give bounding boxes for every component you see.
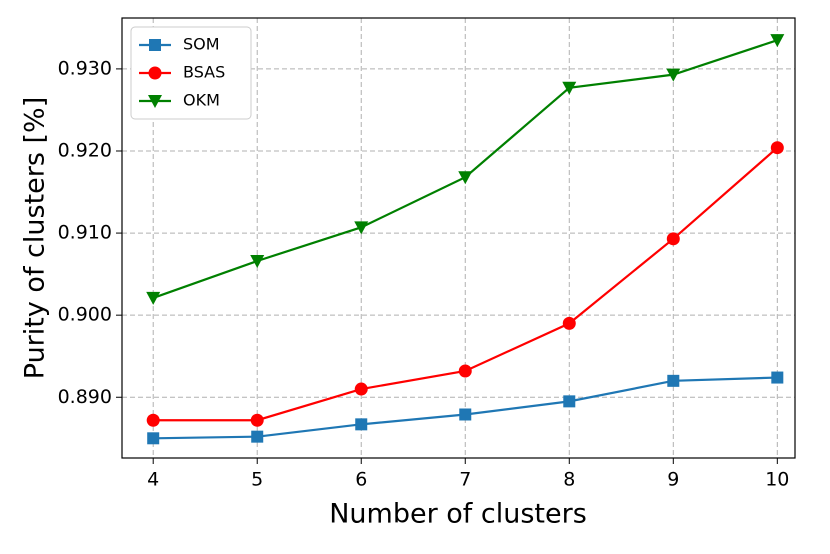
- x-axis-label: Number of clusters: [329, 499, 587, 530]
- plot-frame: [121, 17, 796, 459]
- marker: [770, 141, 784, 155]
- marker: [771, 371, 784, 384]
- marker: [562, 81, 577, 95]
- marker: [146, 413, 160, 427]
- y-axis-label: Purity of clusters [%]: [20, 97, 51, 379]
- x-tick-label: 10: [765, 469, 789, 491]
- y-tick-label: 0.910: [58, 222, 112, 244]
- marker: [666, 232, 680, 246]
- marker: [459, 408, 472, 421]
- y-tick-label: 0.890: [58, 386, 112, 408]
- marker: [148, 66, 162, 80]
- marker: [251, 430, 264, 443]
- legend-label: BSAS: [183, 63, 225, 82]
- marker: [148, 95, 162, 108]
- x-tick-label: 7: [459, 469, 471, 491]
- marker: [562, 316, 576, 330]
- marker: [458, 171, 473, 185]
- x-tick-label: 5: [251, 469, 263, 491]
- marker: [149, 39, 161, 51]
- marker: [667, 374, 680, 387]
- marker: [458, 364, 472, 378]
- y-tick-label: 0.900: [58, 304, 112, 326]
- marker: [147, 432, 160, 445]
- marker: [146, 291, 161, 305]
- y-tick-label: 0.930: [58, 57, 112, 79]
- marker: [563, 395, 576, 408]
- x-tick-label: 8: [563, 469, 575, 491]
- marker: [354, 221, 369, 235]
- marker: [770, 34, 785, 48]
- y-tick-label: 0.920: [58, 139, 112, 161]
- x-tick-label: 4: [147, 469, 159, 491]
- marker: [250, 413, 264, 427]
- x-tick-label: 9: [667, 469, 679, 491]
- marker: [250, 254, 265, 268]
- marker: [354, 382, 368, 396]
- legend-label: OKM: [183, 91, 220, 110]
- legend-label: SOM: [183, 35, 220, 54]
- marker: [666, 68, 681, 82]
- marker: [355, 418, 368, 431]
- x-tick-label: 6: [355, 469, 367, 491]
